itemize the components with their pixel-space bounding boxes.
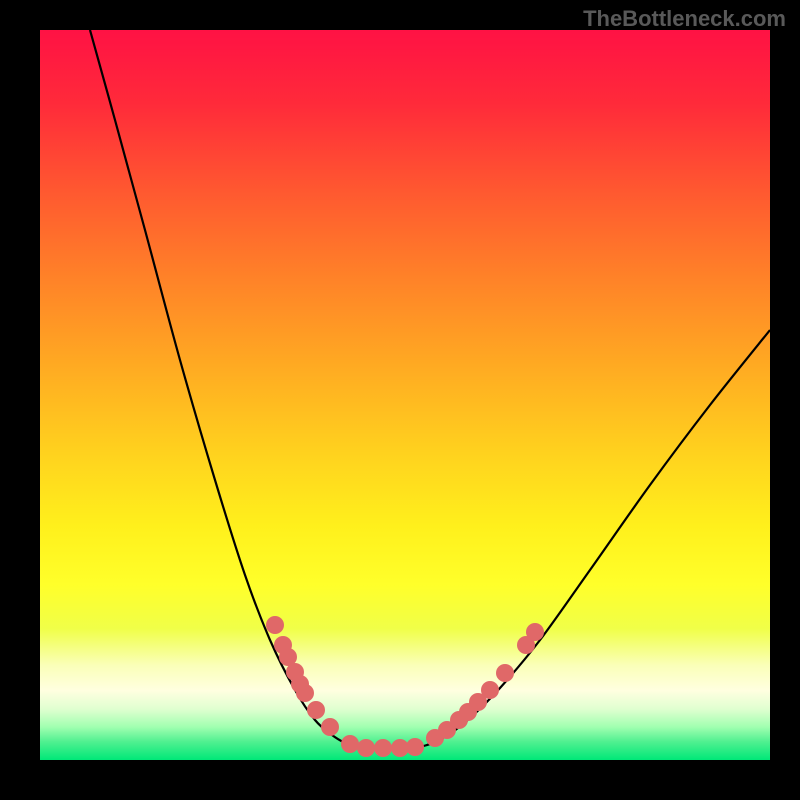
curve-left-branch <box>90 30 358 748</box>
marker-right-6 <box>496 664 514 682</box>
marker-left-7 <box>321 718 339 736</box>
marker-right-8 <box>526 623 544 641</box>
marker-left-0 <box>266 616 284 634</box>
marker-left-6 <box>307 701 325 719</box>
marker-bottom-4 <box>406 738 424 756</box>
watermark-text: TheBottleneck.com <box>583 6 786 32</box>
plot-area <box>40 30 770 760</box>
marker-left-5 <box>296 684 314 702</box>
marker-bottom-0 <box>341 735 359 753</box>
curve-right-branch <box>415 330 770 748</box>
marker-bottom-1 <box>357 739 375 757</box>
marker-bottom-2 <box>374 739 392 757</box>
marker-right-5 <box>481 681 499 699</box>
curve-layer <box>40 30 770 760</box>
